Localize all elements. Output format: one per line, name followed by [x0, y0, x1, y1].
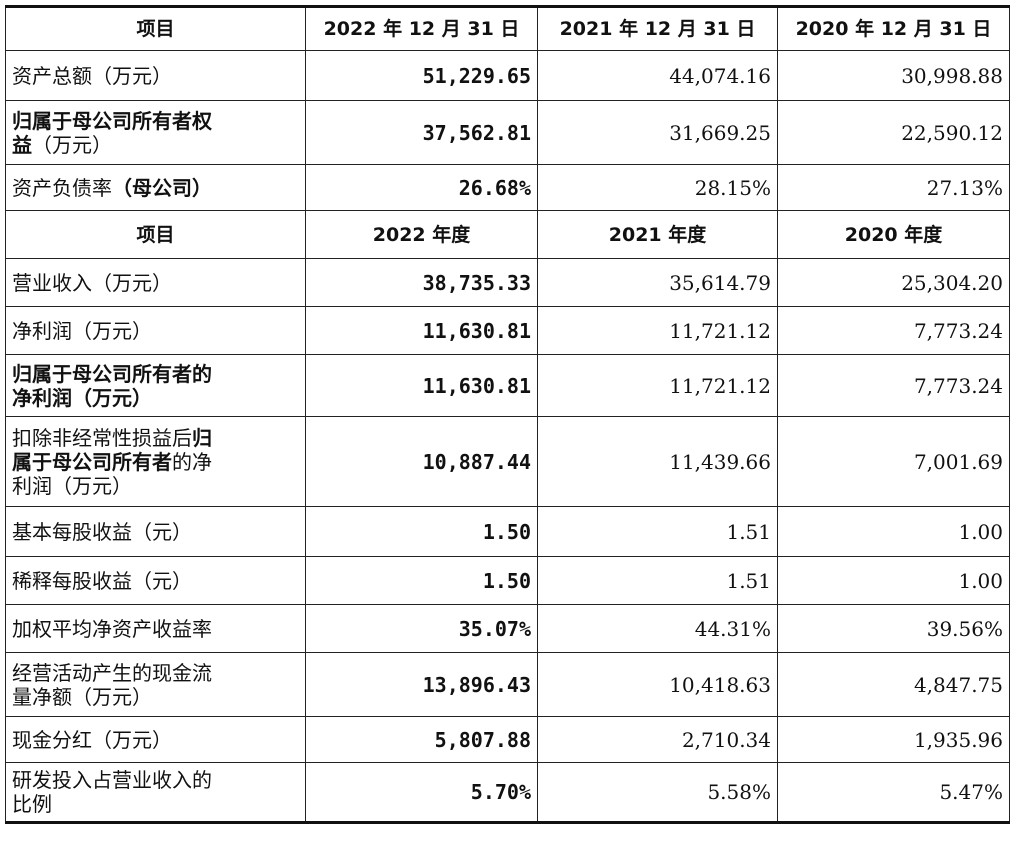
value-2020: 30,998.88	[777, 50, 1010, 101]
value-2021: 5.58%	[537, 762, 778, 823]
value-2021: 31,669.25	[537, 100, 778, 165]
table-row: 归属于母公司所有者权 益（万元） 37,562.81 31,669.25 22,5…	[5, 100, 1010, 165]
row-label: 基本每股收益（元）	[5, 506, 306, 557]
value-2021: 2,710.34	[537, 716, 778, 763]
row-label: 资产总额（万元）	[5, 50, 306, 101]
value-2022: 11,630.81	[305, 354, 538, 417]
value-2022: 5,807.88	[305, 716, 538, 763]
value-2022: 38,735.33	[305, 258, 538, 307]
table-row: 稀释每股收益（元） 1.50 1.51 1.00	[5, 556, 1010, 605]
value-2020: 7,773.24	[777, 354, 1010, 417]
row-label: 净利润（万元）	[5, 306, 306, 355]
value-2022: 11,630.81	[305, 306, 538, 355]
header-2020: 2020 年度	[777, 210, 1010, 259]
table-row: 加权平均净资产收益率 35.07% 44.31% 39.56%	[5, 604, 1010, 653]
value-2021: 11,439.66	[537, 416, 778, 507]
header-2020-year-end: 2020 年 12 月 31 日	[777, 6, 1010, 51]
header-2022-year-end: 2022 年 12 月 31 日	[305, 6, 538, 51]
header-2022: 2022 年度	[305, 210, 538, 259]
value-2020: 1.00	[777, 506, 1010, 557]
row-label: 现金分红（万元）	[5, 716, 306, 763]
value-2020: 1,935.96	[777, 716, 1010, 763]
row-label: 稀释每股收益（元）	[5, 556, 306, 605]
row-label: 加权平均净资产收益率	[5, 604, 306, 653]
header-item: 项目	[5, 6, 306, 51]
table-row: 资产总额（万元） 51,229.65 44,074.16 30,998.88	[5, 50, 1010, 101]
value-2020: 25,304.20	[777, 258, 1010, 307]
value-2020: 7,001.69	[777, 416, 1010, 507]
value-2020: 7,773.24	[777, 306, 1010, 355]
value-2021: 35,614.79	[537, 258, 778, 307]
table-row: 经营活动产生的现金流 量净额（万元） 13,896.43 10,418.63 4,…	[5, 652, 1010, 717]
value-2020: 1.00	[777, 556, 1010, 605]
value-2022: 37,562.81	[305, 100, 538, 165]
financial-summary-table: 项目 2022 年 12 月 31 日 2021 年 12 月 31 日 202…	[5, 5, 1010, 824]
header-2021-year-end: 2021 年 12 月 31 日	[537, 6, 778, 51]
value-2021: 1.51	[537, 556, 778, 605]
header-item: 项目	[5, 210, 306, 259]
table-row: 营业收入（万元） 38,735.33 35,614.79 25,304.20	[5, 258, 1010, 307]
table-row: 扣除非经常性损益后归 属于母公司所有者的净 利润（万元） 10,887.44 11,…	[5, 416, 1010, 507]
table-row: 净利润（万元） 11,630.81 11,721.12 7,773.24	[5, 306, 1010, 355]
row-label: 资产负债率（母公司）	[5, 164, 306, 211]
row-label: 营业收入（万元）	[5, 258, 306, 307]
row-label: 扣除非经常性损益后归 属于母公司所有者的净 利润（万元）	[5, 416, 306, 507]
value-2020: 5.47%	[777, 762, 1010, 823]
value-2021: 1.51	[537, 506, 778, 557]
header-row-balance: 项目 2022 年 12 月 31 日 2021 年 12 月 31 日 202…	[5, 6, 1010, 51]
value-2022: 10,887.44	[305, 416, 538, 507]
header-2021: 2021 年度	[537, 210, 778, 259]
value-2022: 1.50	[305, 556, 538, 605]
value-2022: 35.07%	[305, 604, 538, 653]
value-2021: 28.15%	[537, 164, 778, 211]
value-2020: 27.13%	[777, 164, 1010, 211]
row-label: 经营活动产生的现金流 量净额（万元）	[5, 652, 306, 717]
value-2022: 1.50	[305, 506, 538, 557]
value-2022: 5.70%	[305, 762, 538, 823]
header-row-annual: 项目 2022 年度 2021 年度 2020 年度	[5, 210, 1010, 259]
table-row: 资产负债率（母公司） 26.68% 28.15% 27.13%	[5, 164, 1010, 211]
value-2021: 44.31%	[537, 604, 778, 653]
value-2022: 26.68%	[305, 164, 538, 211]
value-2022: 13,896.43	[305, 652, 538, 717]
table-row: 基本每股收益（元） 1.50 1.51 1.00	[5, 506, 1010, 557]
value-2021: 11,721.12	[537, 354, 778, 417]
row-label: 归属于母公司所有者的 净利润（万元）	[5, 354, 306, 417]
table-row: 研发投入占营业收入的 比例 5.70% 5.58% 5.47%	[5, 762, 1010, 823]
value-2020: 39.56%	[777, 604, 1010, 653]
value-2021: 10,418.63	[537, 652, 778, 717]
value-2022: 51,229.65	[305, 50, 538, 101]
value-2020: 4,847.75	[777, 652, 1010, 717]
row-label: 归属于母公司所有者权 益（万元）	[5, 100, 306, 165]
row-label: 研发投入占营业收入的 比例	[5, 762, 306, 823]
table-row: 现金分红（万元） 5,807.88 2,710.34 1,935.96	[5, 716, 1010, 763]
value-2020: 22,590.12	[777, 100, 1010, 165]
table-row: 归属于母公司所有者的 净利润（万元） 11,630.81 11,721.12 7,…	[5, 354, 1010, 417]
value-2021: 11,721.12	[537, 306, 778, 355]
value-2021: 44,074.16	[537, 50, 778, 101]
